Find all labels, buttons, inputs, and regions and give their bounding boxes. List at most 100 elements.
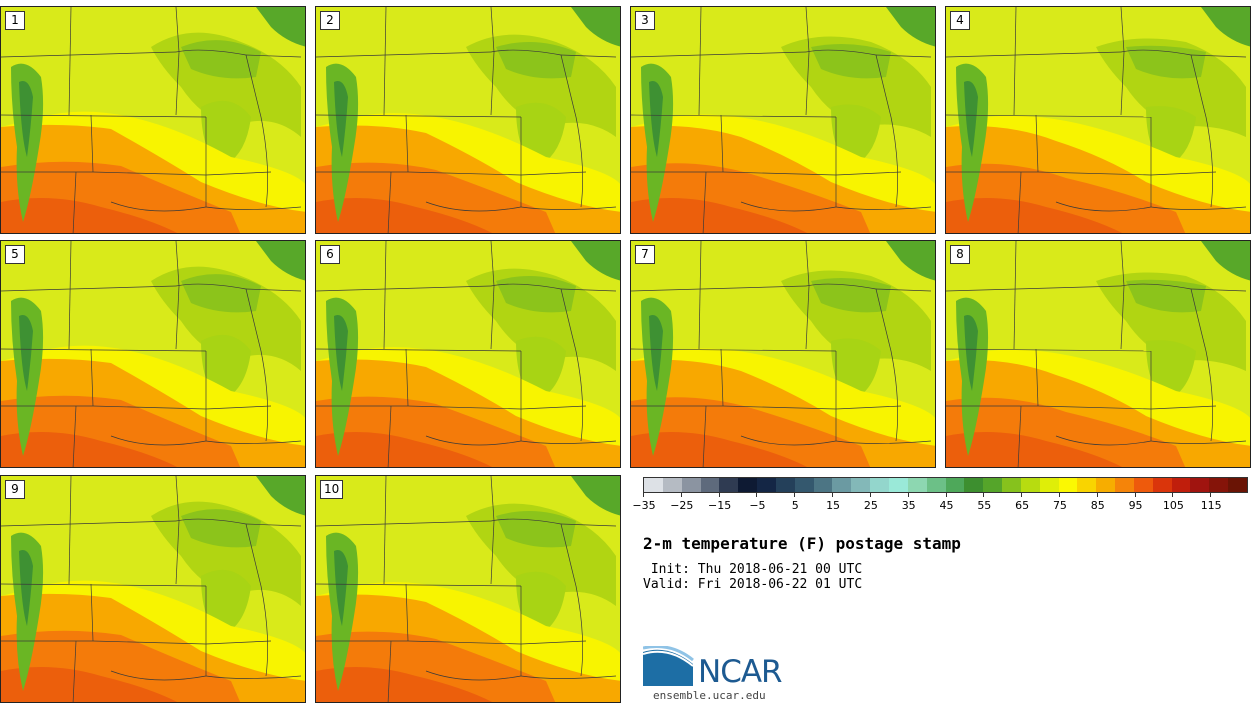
colorbar-tick-label: 45: [939, 499, 954, 512]
init-time: Init: Thu 2018-06-21 00 UTC: [643, 562, 863, 577]
member-panel-10: 10: [315, 475, 621, 703]
logo-text: NCAR: [698, 654, 783, 690]
colorbar-swatch: [700, 478, 720, 492]
colorbar-tick: [1096, 493, 1098, 497]
temperature-map: [1, 7, 305, 233]
colorbar-swatch: [1209, 478, 1229, 492]
colorbar-swatch: [775, 478, 795, 492]
colorbar-tick-label: 105: [1162, 499, 1184, 512]
member-panel-6: 6: [315, 240, 621, 468]
colorbar-tick-label: −25: [670, 499, 694, 512]
colorbar-tick-label: −35: [632, 499, 656, 512]
colorbar-swatch: [738, 478, 758, 492]
colorbar-swatch: [1077, 478, 1097, 492]
colorbar-swatch: [1039, 478, 1059, 492]
colorbar-swatch: [1058, 478, 1078, 492]
member-panel-2: 2: [315, 6, 621, 234]
colorbar-swatch: [983, 478, 1003, 492]
colorbar-swatch: [832, 478, 852, 492]
colorbar-tick: [945, 493, 947, 497]
colorbar-swatch: [926, 478, 946, 492]
ncar-logo-icon: [643, 646, 694, 686]
figure-title: 2-m temperature (F) postage stamp: [643, 534, 961, 553]
member-label: 7: [635, 245, 655, 264]
temperature-map: [1, 476, 305, 702]
colorbar-swatch: [813, 478, 833, 492]
colorbar-swatch: [1152, 478, 1172, 492]
colorbar-tick-label: 5: [791, 499, 799, 512]
colorbar-tick-label: 25: [863, 499, 878, 512]
member-label: 6: [320, 245, 340, 264]
colorbar-tick: [1058, 493, 1060, 497]
temperature-map: [946, 241, 1250, 467]
member-label: 10: [320, 480, 344, 499]
colorbar-tick: [1210, 493, 1212, 497]
colorbar-swatch: [1171, 478, 1191, 492]
valid-time: Valid: Fri 2018-06-22 01 UTC: [643, 577, 863, 592]
colorbar-swatch: [870, 478, 889, 492]
colorbar-tick: [907, 493, 909, 497]
colorbar-tick: [869, 493, 871, 497]
colorbar-swatch: [1133, 478, 1153, 492]
member-label: 8: [950, 245, 970, 264]
colorbar-swatch: [681, 478, 701, 492]
member-panel-5: 5: [0, 240, 306, 468]
member-label: 3: [635, 11, 655, 30]
temperature-map: [316, 7, 620, 233]
colorbar-tick-label: −5: [749, 499, 766, 512]
member-panel-1: 1: [0, 6, 306, 234]
member-label: 5: [5, 245, 25, 264]
colorbar-swatch: [662, 478, 682, 492]
colorbar-swatch: [794, 478, 814, 492]
temperature-map: [316, 476, 620, 702]
member-label: 9: [5, 480, 25, 499]
colorbar-ticks: −35 −25 −15 −5 5 15 25 35 45 55 65 75 85 95 105 115: [632, 493, 1248, 517]
member-label: 4: [950, 11, 970, 30]
colorbar-swatch: [719, 478, 739, 492]
colorbar-tick: [1134, 493, 1136, 497]
colorbar-tick: [680, 493, 682, 497]
member-panel-8: 8: [945, 240, 1251, 468]
member-panel-3: 3: [630, 6, 936, 234]
member-panel-4: 4: [945, 6, 1251, 234]
colorbar-tick: [1172, 493, 1174, 497]
member-label: 1: [5, 11, 25, 30]
colorbar-tick: [1021, 493, 1023, 497]
colorbar-tick-label: 55: [977, 499, 992, 512]
temperature-map: [631, 241, 935, 467]
colorbar-swatch: [757, 478, 776, 492]
colorbar-swatch: [945, 478, 965, 492]
colorbar-tick: [983, 493, 985, 497]
colorbar-swatch: [888, 478, 908, 492]
colorbar-swatch: [1228, 478, 1247, 492]
temperature-map: [631, 7, 935, 233]
colorbar-tick: [794, 493, 796, 497]
member-label: 2: [320, 11, 340, 30]
colorbar-swatch: [1096, 478, 1116, 492]
colorbar-tick: [832, 493, 834, 497]
temperature-colorbar: [643, 477, 1248, 493]
temperature-map: [1, 241, 305, 467]
colorbar-swatch: [851, 478, 871, 492]
temperature-map: [316, 241, 620, 467]
colorbar-tick-label: 85: [1090, 499, 1105, 512]
colorbar-swatch: [964, 478, 984, 492]
colorbar-swatch: [1020, 478, 1040, 492]
member-panel-7: 7: [630, 240, 936, 468]
colorbar-swatch: [1190, 478, 1210, 492]
colorbar-tick-label: 115: [1200, 499, 1222, 512]
colorbar-tick-label: 35: [901, 499, 916, 512]
colorbar-tick-label: −15: [708, 499, 732, 512]
temperature-map: [946, 7, 1250, 233]
colorbar-tick-label: 65: [1015, 499, 1030, 512]
site-url: ensemble.ucar.edu: [653, 689, 766, 702]
colorbar-tick-label: 95: [1128, 499, 1143, 512]
colorbar-tick: [756, 493, 758, 497]
colorbar-swatch: [644, 478, 663, 492]
colorbar-tick-label: 75: [1052, 499, 1067, 512]
colorbar-tick: [718, 493, 720, 497]
colorbar-tick: [643, 493, 644, 497]
colorbar-swatch: [907, 478, 927, 492]
colorbar-swatch: [1115, 478, 1134, 492]
member-panel-9: 9: [0, 475, 306, 703]
